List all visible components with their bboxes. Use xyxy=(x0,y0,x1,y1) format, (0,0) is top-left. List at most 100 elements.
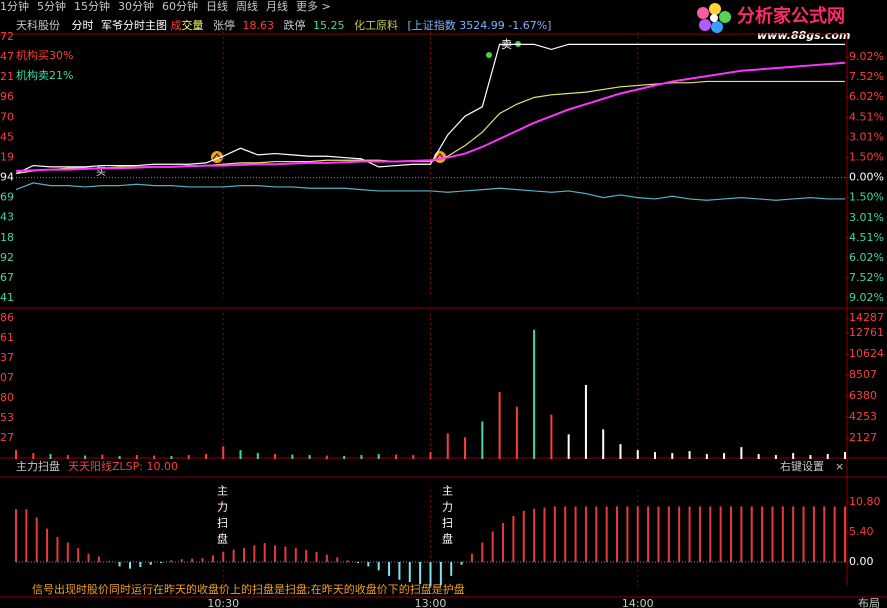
bar xyxy=(377,454,380,459)
bar xyxy=(222,446,225,459)
y-tick-label: 10624 xyxy=(849,347,884,360)
bar xyxy=(153,455,156,459)
left-label: 70 xyxy=(0,110,14,123)
bar xyxy=(671,453,674,459)
bar xyxy=(636,506,639,562)
bar xyxy=(101,454,104,459)
bar xyxy=(812,506,815,562)
y-tick-label: 3.01% xyxy=(849,211,884,224)
bar xyxy=(56,536,59,562)
y-tick-label: 1.50% xyxy=(849,151,884,164)
bar xyxy=(450,561,453,576)
left-label: 61 xyxy=(0,331,14,344)
settings[interactable]: 右键设置 xyxy=(780,459,824,473)
x-tick-label: 13:00 xyxy=(415,597,447,608)
bar xyxy=(460,561,463,565)
x-tick-label: 10:30 xyxy=(207,597,239,608)
bar xyxy=(533,508,536,562)
bar xyxy=(605,506,608,562)
bar xyxy=(139,561,142,567)
y-tick-label: 9.02% xyxy=(849,291,884,304)
bar xyxy=(15,450,17,459)
bar xyxy=(481,542,484,562)
indicator-header: 主力扫盘 天天阳线ZLSP: 10.00 xyxy=(16,459,178,473)
bar xyxy=(377,561,380,571)
bar xyxy=(274,545,277,562)
left-label: 07 xyxy=(0,371,14,384)
bar xyxy=(619,444,622,459)
bar xyxy=(211,555,214,562)
y-tick-label: 12761 xyxy=(849,326,884,339)
menu-item[interactable]: 日线 xyxy=(206,0,228,13)
bar xyxy=(502,523,505,562)
bar xyxy=(135,455,138,459)
bar xyxy=(222,551,225,562)
bar xyxy=(757,454,760,459)
logo-url: www.88gs.com xyxy=(757,29,850,42)
bar xyxy=(315,551,318,562)
bar xyxy=(429,561,432,587)
bar xyxy=(84,455,87,459)
bar xyxy=(723,453,726,459)
note: 信号出现时股价同时运行在昨天的收盘价上的扫盘是扫盘;在昨天的收盘价下的扫盘是护盘 xyxy=(32,582,465,596)
bar xyxy=(774,455,777,459)
bar xyxy=(346,560,349,562)
bar xyxy=(367,561,370,567)
price-line xyxy=(15,61,846,172)
bar xyxy=(636,450,639,459)
bar xyxy=(325,554,328,562)
mode: 分时 xyxy=(72,19,94,32)
vol: 成 xyxy=(171,19,182,32)
bar xyxy=(602,429,605,459)
bar xyxy=(802,506,805,562)
menu-item[interactable]: 15分钟 xyxy=(74,0,110,13)
menu-item[interactable]: 60分钟 xyxy=(162,0,198,13)
bar xyxy=(512,515,515,562)
sector: 化工原料 xyxy=(354,18,398,32)
left-label: 80 xyxy=(0,391,14,404)
left-label: 27 xyxy=(0,431,14,444)
bar xyxy=(170,456,173,459)
y-tick-label: 9.02% xyxy=(849,50,884,63)
bar xyxy=(187,455,190,459)
menu-item[interactable]: 周线 xyxy=(236,0,258,13)
menu-item[interactable]: 月线 xyxy=(266,0,288,13)
legend-buy: 机构买30% xyxy=(16,48,73,62)
bar xyxy=(294,548,297,562)
menu-item[interactable]: 30分钟 xyxy=(118,0,154,13)
bar xyxy=(149,561,152,565)
bar xyxy=(66,455,69,459)
close-button[interactable]: × xyxy=(835,460,844,473)
bar xyxy=(533,329,536,459)
bar xyxy=(740,447,743,459)
bar xyxy=(567,434,570,459)
bar xyxy=(325,455,328,459)
bar xyxy=(232,549,235,562)
bar xyxy=(180,559,183,562)
bar xyxy=(826,454,829,459)
menu-item[interactable]: 5分钟 xyxy=(37,0,66,13)
bar xyxy=(705,454,708,459)
bar xyxy=(412,455,415,459)
y-tick-label: 0.00% xyxy=(849,171,884,184)
bar xyxy=(719,506,722,562)
y-tick-label: 4.51% xyxy=(849,110,884,123)
bar xyxy=(46,528,49,562)
left-label: 19 xyxy=(0,150,14,163)
bar xyxy=(160,561,163,564)
layout-button[interactable]: 布局 xyxy=(858,597,880,608)
bar xyxy=(709,506,712,562)
bar xyxy=(15,509,17,562)
bar xyxy=(515,406,518,459)
bar xyxy=(343,456,346,459)
menu-item[interactable]: 1分钟 xyxy=(0,0,29,13)
left-label: 94 xyxy=(0,171,14,184)
left-label: 47 xyxy=(0,50,14,63)
bar xyxy=(470,553,473,562)
menu-item[interactable]: 更多 > xyxy=(296,0,331,13)
y-tick-label: 7.52% xyxy=(849,70,884,83)
buy-marker: 买 xyxy=(96,166,106,178)
bar xyxy=(32,453,35,459)
bar xyxy=(291,454,294,459)
